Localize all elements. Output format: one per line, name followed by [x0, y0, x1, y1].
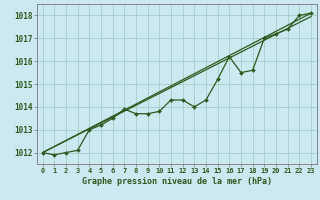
X-axis label: Graphe pression niveau de la mer (hPa): Graphe pression niveau de la mer (hPa) [82, 177, 272, 186]
